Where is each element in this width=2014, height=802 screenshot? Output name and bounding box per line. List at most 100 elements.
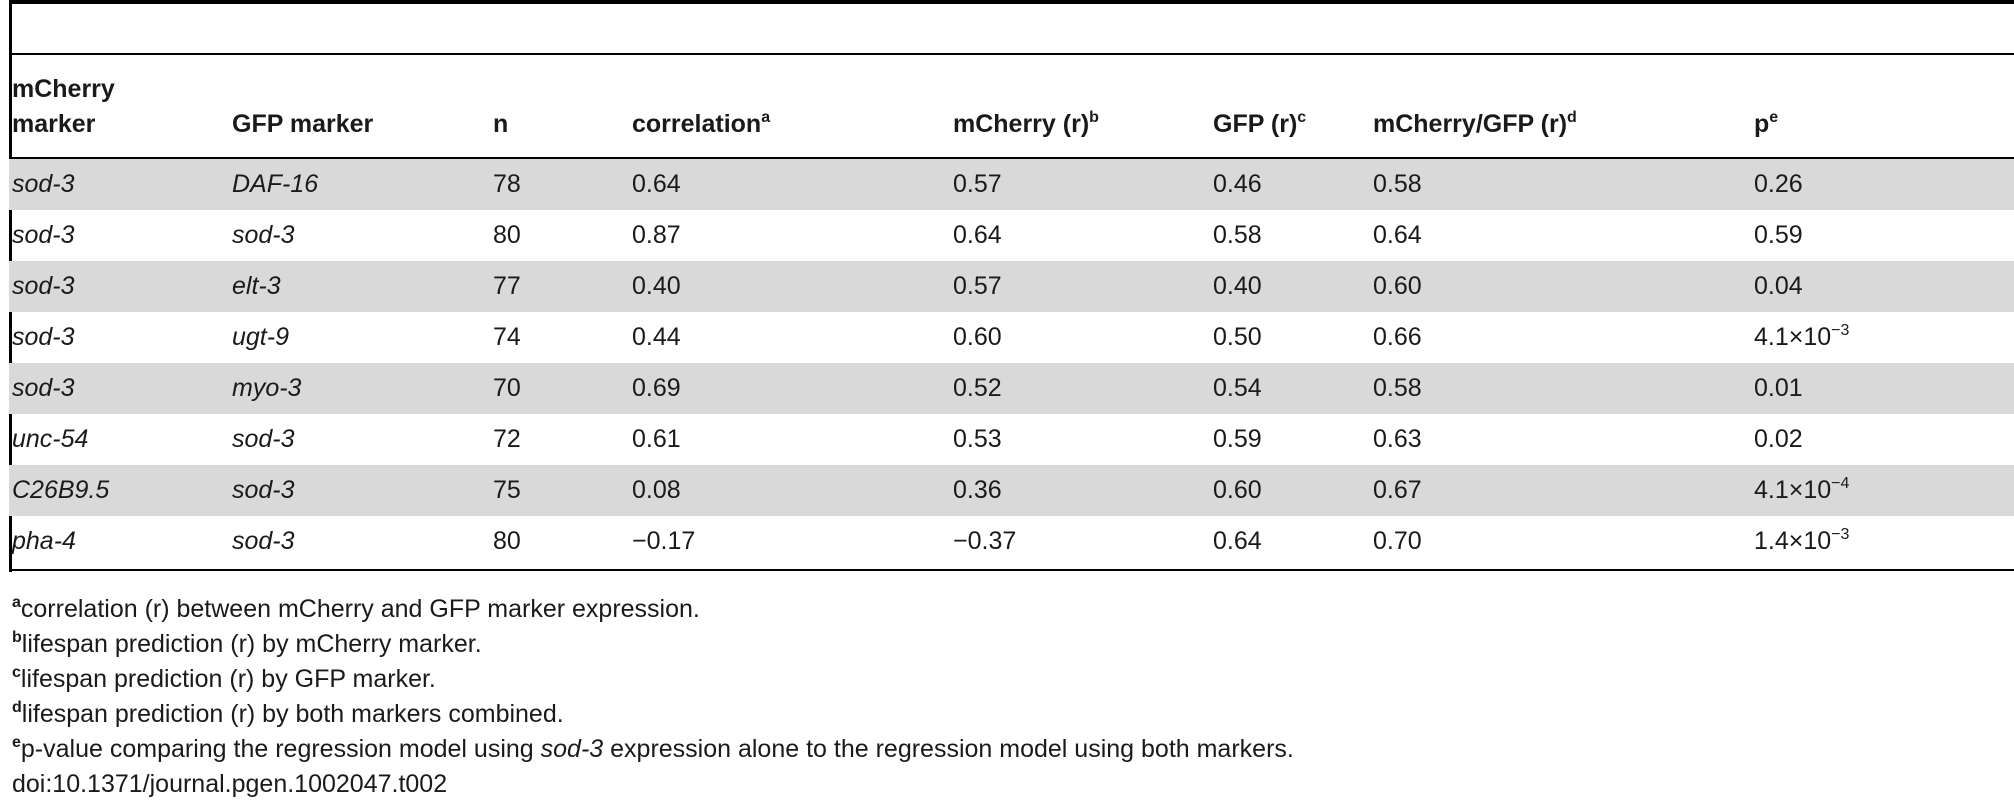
cell-gfp-r-value: 0.40 [1213, 272, 1262, 300]
cell-correlation: 0.87 [632, 210, 681, 261]
cell-p-value: 4.1×10 [1754, 323, 1832, 351]
cell-p-value: 1.4×10 [1754, 527, 1832, 555]
footnotes: acorrelation (r) between mCherry and GFP… [12, 592, 1294, 802]
cell-p: 0.26 [1754, 159, 1803, 210]
cell-mcherry-marker-value: sod-3 [12, 272, 75, 300]
cell-gfp-marker: elt-3 [232, 261, 281, 312]
cell-gfp-marker: ugt-9 [232, 312, 289, 363]
cell-mcherry-marker: sod-3 [12, 312, 75, 363]
cell-n: 80 [493, 210, 521, 261]
cell-n: 72 [493, 414, 521, 465]
header-mcherry-r: mCherry (r)b [953, 107, 1099, 142]
cell-p: 4.1×10−3 [1754, 312, 1849, 363]
cell-correlation-value: 0.61 [632, 425, 681, 453]
cell-mcherry-gfp-r: 0.70 [1373, 516, 1422, 567]
header-n: n [493, 107, 508, 142]
cell-gfp-r: 0.46 [1213, 159, 1262, 210]
cell-p: 0.01 [1754, 363, 1803, 414]
header-mcherry-line1: mCherry [12, 75, 115, 103]
header-mcherry-r-sup: b [1089, 109, 1099, 126]
footnote-e-text-italic: sod-3 [540, 735, 604, 763]
footnote-c: clifespan prediction (r) by GFP marker. [12, 662, 1294, 697]
doi-link[interactable]: doi:10.1371/journal.pgen.1002047.t002 [12, 770, 448, 798]
footnote-e-text-before: p-value comparing the regression model u… [20, 735, 541, 763]
cell-gfp-marker: myo-3 [232, 363, 301, 414]
footnote-a-text: correlation (r) between mCherry and GFP … [20, 595, 700, 623]
cell-gfp-marker-value: sod-3 [232, 527, 295, 555]
cell-mcherry-marker: pha-4 [12, 516, 76, 567]
cell-correlation: 0.44 [632, 312, 681, 363]
cell-gfp-r-value: 0.60 [1213, 476, 1262, 504]
cell-n-value: 74 [493, 323, 521, 351]
cell-mcherry-gfp-r: 0.64 [1373, 210, 1422, 261]
cell-p: 4.1×10−4 [1754, 465, 1849, 516]
cell-mcherry-marker: C26B9.5 [12, 465, 109, 516]
cell-correlation: 0.08 [632, 465, 681, 516]
cell-correlation-value: 0.64 [632, 170, 681, 198]
cell-correlation-value: 0.08 [632, 476, 681, 504]
table-row: pha-4 sod-3 80 −0.17 −0.37 0.64 0.70 1.4×10−3 [9, 516, 2014, 567]
cell-mcherry-gfp-r-value: 0.58 [1373, 170, 1422, 198]
cell-mcherry-r-value: 0.36 [953, 476, 1002, 504]
cell-correlation: −0.17 [632, 516, 695, 567]
cell-p: 0.02 [1754, 414, 1803, 465]
cell-gfp-r-value: 0.64 [1213, 527, 1262, 555]
cell-correlation-value: 0.40 [632, 272, 681, 300]
cell-correlation: 0.40 [632, 261, 681, 312]
cell-p-exponent: −3 [1831, 526, 1850, 543]
cell-n-value: 78 [493, 170, 521, 198]
cell-correlation-value: 0.44 [632, 323, 681, 351]
cell-gfp-marker-value: DAF-16 [232, 170, 319, 198]
table-row: unc-54 sod-3 72 0.61 0.53 0.59 0.63 0.02 [9, 414, 2014, 465]
cell-mcherry-r: −0.37 [953, 516, 1016, 567]
cell-mcherry-gfp-r-value: 0.70 [1373, 527, 1422, 555]
footnote-b-mark: b [12, 629, 22, 646]
table-row: sod-3 elt-3 77 0.40 0.57 0.40 0.60 0.04 [9, 261, 2014, 312]
cell-gfp-r: 0.59 [1213, 414, 1262, 465]
header-mcherry-gfp-r-label: mCherry/GFP (r) [1373, 110, 1568, 138]
cell-p-value: 0.04 [1754, 272, 1803, 300]
cell-mcherry-gfp-r: 0.58 [1373, 363, 1422, 414]
cell-gfp-r: 0.64 [1213, 516, 1262, 567]
cell-gfp-r: 0.40 [1213, 261, 1262, 312]
cell-mcherry-r-value: −0.37 [953, 527, 1017, 555]
top-border-rule [9, 0, 2014, 4]
cell-mcherry-marker-value: C26B9.5 [12, 476, 110, 504]
cell-gfp-marker-value: sod-3 [232, 221, 295, 249]
header-n-label: n [493, 110, 509, 138]
cell-p: 1.4×10−3 [1754, 516, 1849, 567]
header-mcherry-line2: marker [12, 110, 96, 138]
cell-p: 0.59 [1754, 210, 1803, 261]
cell-p-exponent: −4 [1831, 475, 1850, 492]
cell-mcherry-marker-value: pha-4 [12, 527, 76, 555]
cell-mcherry-marker: sod-3 [12, 159, 75, 210]
cell-gfp-marker-value: sod-3 [232, 425, 295, 453]
header-p: pe [1754, 107, 1778, 142]
footnote-a-mark: a [12, 594, 21, 611]
cell-gfp-r: 0.50 [1213, 312, 1262, 363]
cell-p-exponent: −3 [1831, 322, 1850, 339]
cell-mcherry-gfp-r-value: 0.67 [1373, 476, 1422, 504]
footnote-e: ep-value comparing the regression model … [12, 732, 1294, 767]
cell-mcherry-r: 0.57 [953, 261, 1002, 312]
cell-gfp-marker: sod-3 [232, 516, 295, 567]
cell-mcherry-r: 0.36 [953, 465, 1002, 516]
cell-gfp-r-value: 0.50 [1213, 323, 1262, 351]
cell-gfp-marker: sod-3 [232, 414, 295, 465]
cell-mcherry-gfp-r-value: 0.63 [1373, 425, 1422, 453]
header-gfp-marker-label: GFP marker [232, 110, 374, 138]
cell-p: 0.04 [1754, 261, 1803, 312]
cell-mcherry-r-value: 0.60 [953, 323, 1002, 351]
header-gfp-r: GFP (r)c [1213, 107, 1306, 142]
cell-correlation-value: −0.17 [632, 527, 696, 555]
cell-gfp-marker-value: elt-3 [232, 272, 281, 300]
cell-gfp-r-value: 0.59 [1213, 425, 1262, 453]
cell-mcherry-r: 0.52 [953, 363, 1002, 414]
cell-p-value: 0.02 [1754, 425, 1803, 453]
cell-gfp-marker-value: myo-3 [232, 374, 302, 402]
cell-mcherry-r: 0.57 [953, 159, 1002, 210]
header-mcherry-gfp-r-sup: d [1567, 109, 1577, 126]
header-correlation-sup: a [761, 109, 771, 126]
footnote-b-text: lifespan prediction (r) by mCherry marke… [21, 630, 482, 658]
cell-gfp-r-value: 0.54 [1213, 374, 1262, 402]
